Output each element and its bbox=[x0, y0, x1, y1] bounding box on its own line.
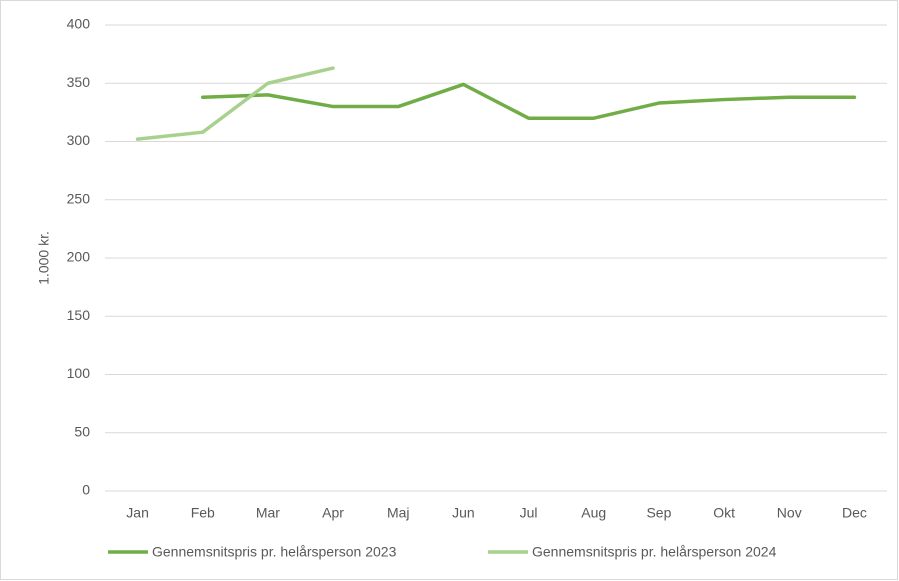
x-tick-label: Apr bbox=[322, 505, 344, 521]
series-line bbox=[135, 66, 335, 141]
legend-label: Gennemsnitspris pr. helårsperson 2023 bbox=[152, 544, 397, 560]
x-tick-label: Okt bbox=[713, 505, 735, 521]
series-line bbox=[201, 82, 857, 120]
x-tick-label: Maj bbox=[387, 505, 410, 521]
y-tick-label: 250 bbox=[67, 190, 91, 206]
x-tick-label: Jun bbox=[452, 505, 475, 521]
y-tick-label: 200 bbox=[67, 249, 91, 265]
x-tick-label: Sep bbox=[646, 505, 671, 521]
x-tick-label: Aug bbox=[581, 505, 606, 521]
x-tick-label: Jan bbox=[126, 505, 149, 521]
y-tick-label: 100 bbox=[67, 365, 91, 381]
x-tick-label: Nov bbox=[777, 505, 802, 521]
x-tick-label: Dec bbox=[842, 505, 867, 521]
y-tick-label: 350 bbox=[67, 74, 91, 90]
x-tick-label: Feb bbox=[191, 505, 215, 521]
y-axis-label: 1.000 kr. bbox=[36, 231, 52, 285]
y-tick-label: 400 bbox=[67, 16, 91, 32]
y-tick-label: 50 bbox=[74, 423, 90, 439]
x-tick-label: Mar bbox=[256, 505, 280, 521]
x-tick-label: Jul bbox=[520, 505, 538, 521]
legend-label: Gennemsnitspris pr. helårsperson 2024 bbox=[532, 544, 777, 560]
y-tick-label: 150 bbox=[67, 307, 91, 323]
y-tick-label: 0 bbox=[82, 482, 90, 498]
y-tick-label: 300 bbox=[67, 132, 91, 148]
